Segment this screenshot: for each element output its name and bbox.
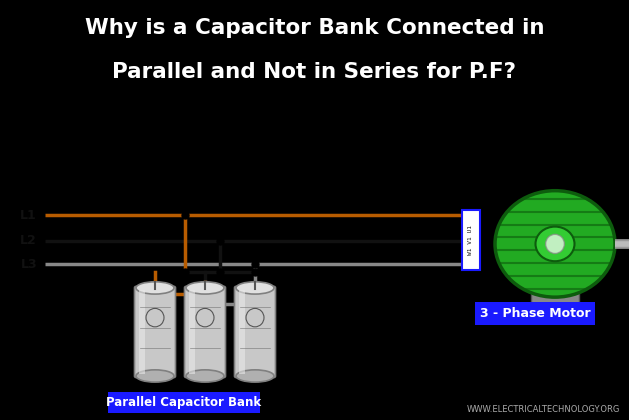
Ellipse shape	[186, 282, 224, 294]
Bar	[531, 292, 579, 310]
Ellipse shape	[535, 227, 574, 261]
Bar	[108, 392, 260, 413]
Bar	[565, 305, 577, 313]
FancyBboxPatch shape	[184, 286, 226, 378]
Text: W1 V1 U1: W1 V1 U1	[469, 225, 474, 255]
Ellipse shape	[495, 191, 615, 297]
Text: Parallel and Not in Series for P.F?: Parallel and Not in Series for P.F?	[113, 62, 516, 82]
Bar	[462, 210, 480, 270]
Ellipse shape	[236, 370, 274, 382]
Text: 3 - Phase Motor: 3 - Phase Motor	[480, 307, 590, 320]
Ellipse shape	[236, 282, 274, 294]
FancyBboxPatch shape	[235, 286, 276, 378]
Ellipse shape	[136, 282, 174, 294]
Bar	[239, 290, 245, 374]
Bar	[537, 305, 549, 313]
Circle shape	[545, 234, 564, 254]
Bar	[139, 290, 145, 374]
FancyBboxPatch shape	[135, 286, 175, 378]
Ellipse shape	[186, 370, 224, 382]
Ellipse shape	[136, 370, 174, 382]
Text: L2: L2	[20, 234, 37, 247]
Text: L3: L3	[20, 258, 37, 271]
Text: Why is a Capacitor Bank Connected in: Why is a Capacitor Bank Connected in	[85, 18, 544, 38]
Text: Parallel Capacitor Bank: Parallel Capacitor Bank	[106, 396, 262, 409]
Text: WWW.ELECTRICALTECHNOLOGY.ORG: WWW.ELECTRICALTECHNOLOGY.ORG	[467, 405, 620, 414]
Bar	[189, 290, 195, 374]
Bar	[475, 302, 595, 325]
Text: L1: L1	[20, 209, 37, 222]
